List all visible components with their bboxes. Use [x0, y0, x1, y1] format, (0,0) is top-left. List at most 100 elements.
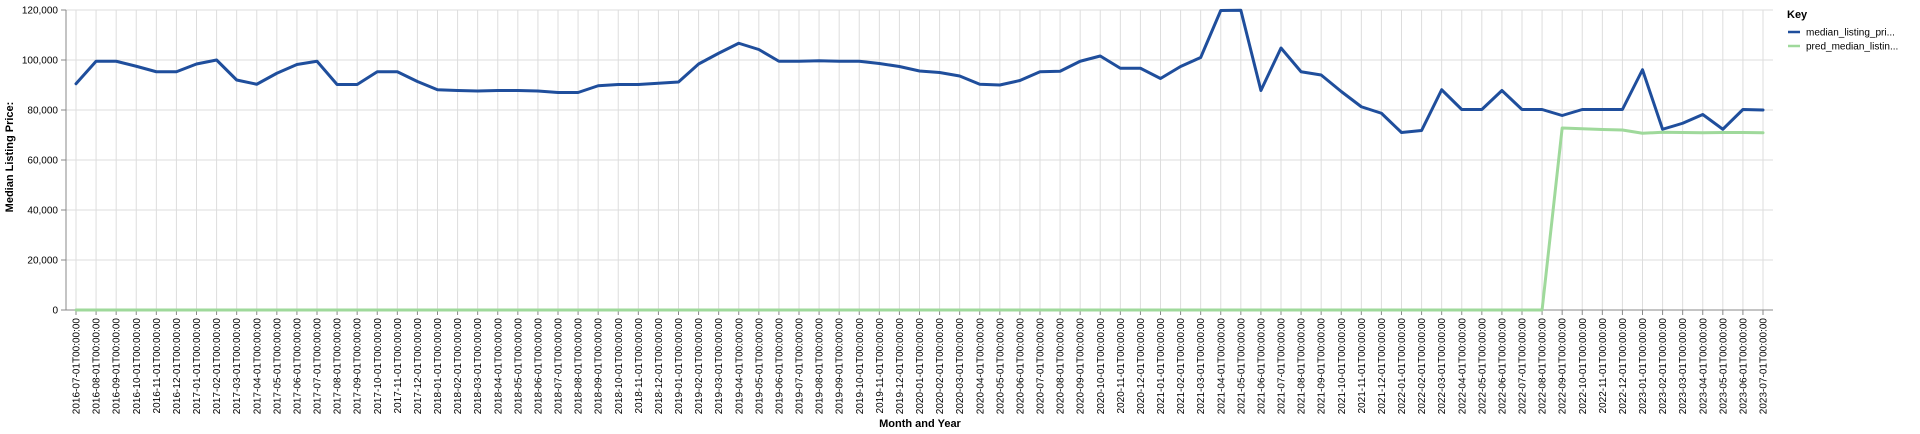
- x-tick-label: 2023-01-01T00:00:00: [1638, 318, 1649, 415]
- x-tick-label: 2018-09-01T00:00:00: [594, 318, 605, 415]
- x-tick-label: 2017-06-01T00:00:00: [292, 318, 303, 415]
- series-line-pred-median-listin: [74, 126, 1765, 312]
- x-tick-label: 2020-10-01T00:00:00: [1096, 318, 1107, 415]
- x-tick-label: 2019-06-01T00:00:00: [774, 318, 785, 415]
- x-tick-label: 2019-04-01T00:00:00: [734, 318, 745, 415]
- x-tick-label: 2017-08-01T00:00:00: [333, 318, 344, 415]
- x-tick-label: 2020-12-01T00:00:00: [1136, 318, 1147, 415]
- x-tick-label: 2019-02-01T00:00:00: [694, 318, 705, 415]
- x-tick-label: 2018-03-01T00:00:00: [473, 318, 484, 415]
- x-tick-label: 2020-08-01T00:00:00: [1056, 318, 1067, 415]
- x-tick-label: 2022-08-01T00:00:00: [1538, 318, 1549, 415]
- x-tick-label: 2019-12-01T00:00:00: [895, 318, 906, 415]
- x-tick-label: 2022-09-01T00:00:00: [1558, 318, 1569, 415]
- x-tick-label: 2016-08-01T00:00:00: [92, 318, 103, 415]
- x-tick-label: 2023-02-01T00:00:00: [1658, 318, 1669, 415]
- x-tick-label: 2016-11-01T00:00:00: [152, 318, 163, 414]
- x-tick-label: 2022-11-01T00:00:00: [1598, 318, 1609, 414]
- y-tick-label: 40,000: [27, 206, 58, 217]
- x-tick-label: 2022-03-01T00:00:00: [1437, 318, 1448, 415]
- x-tick-label: 2019-03-01T00:00:00: [714, 318, 725, 415]
- x-tick-label: 2018-07-01T00:00:00: [554, 318, 565, 415]
- x-tick-label: 2018-02-01T00:00:00: [453, 318, 464, 415]
- x-tick-label: 2021-01-01T00:00:00: [1156, 318, 1167, 415]
- x-tick-label: 2023-04-01T00:00:00: [1698, 318, 1709, 415]
- x-tick-label: 2016-09-01T00:00:00: [112, 318, 123, 415]
- x-tick-label: 2022-06-01T00:00:00: [1497, 318, 1508, 415]
- x-tick-label: 2021-03-01T00:00:00: [1196, 318, 1207, 415]
- x-tick-label: 2018-06-01T00:00:00: [533, 318, 544, 415]
- x-tick-label: 2018-12-01T00:00:00: [654, 318, 665, 415]
- x-tick-label: 2018-08-01T00:00:00: [574, 318, 585, 415]
- x-tick-label: 2017-01-01T00:00:00: [192, 318, 203, 415]
- x-tick-label: 2021-12-01T00:00:00: [1377, 318, 1388, 415]
- x-tick-label: 2017-03-01T00:00:00: [232, 318, 243, 415]
- y-tick-label: 120,000: [22, 6, 59, 17]
- y-tick-label: 20,000: [27, 256, 58, 267]
- x-tick-label: 2019-01-01T00:00:00: [674, 318, 685, 415]
- x-tick-label: 2020-04-01T00:00:00: [975, 318, 986, 415]
- x-tick-label: 2022-02-01T00:00:00: [1417, 318, 1428, 415]
- x-tick-label: 2022-12-01T00:00:00: [1618, 318, 1629, 415]
- x-tick-label: 2017-12-01T00:00:00: [413, 318, 424, 415]
- x-tick-label: 2017-09-01T00:00:00: [353, 318, 364, 415]
- x-tick-label: 2019-09-01T00:00:00: [835, 318, 846, 415]
- x-tick-label: 2017-07-01T00:00:00: [313, 318, 324, 415]
- legend-label: median_listing_pri...: [1806, 28, 1895, 39]
- x-tick-label: 2017-11-01T00:00:00: [393, 318, 404, 414]
- x-tick-label: 2018-01-01T00:00:00: [433, 318, 444, 415]
- x-tick-label: 2018-04-01T00:00:00: [493, 318, 504, 415]
- legend-label: pred_median_listin...: [1806, 42, 1898, 53]
- x-tick-label: 2021-02-01T00:00:00: [1176, 318, 1187, 415]
- x-tick-label: 2019-05-01T00:00:00: [754, 318, 765, 415]
- x-tick-label: 2020-02-01T00:00:00: [935, 318, 946, 415]
- x-tick-label: 2020-11-01T00:00:00: [1116, 318, 1127, 414]
- legend: Key median_listing_pri... pred_median_lis…: [1787, 9, 1898, 53]
- x-tick-label: 2021-11-01T00:00:00: [1357, 318, 1368, 414]
- x-tick-label: 2019-10-01T00:00:00: [855, 318, 866, 415]
- x-tick-label: 2020-07-01T00:00:00: [1036, 318, 1047, 415]
- x-tick-label: 2022-05-01T00:00:00: [1477, 318, 1488, 415]
- x-tick-label: 2017-04-01T00:00:00: [252, 318, 263, 415]
- x-tick-label: 2022-04-01T00:00:00: [1457, 318, 1468, 415]
- x-tick-label: 2016-07-01T00:00:00: [72, 318, 83, 415]
- x-tick-label: 2019-07-01T00:00:00: [795, 318, 806, 415]
- x-tick-label: 2022-10-01T00:00:00: [1578, 318, 1589, 415]
- y-axis-ticks: 0 20,000 40,000 60,000 80,000 100,000 120,000: [22, 6, 66, 317]
- y-tick-label: 60,000: [27, 156, 58, 167]
- x-tick-label: 2021-04-01T00:00:00: [1216, 318, 1227, 415]
- y-axis-title: Median Listing Price:: [4, 102, 16, 213]
- x-tick-label: 2020-06-01T00:00:00: [1015, 318, 1026, 415]
- x-tick-label: 2021-09-01T00:00:00: [1317, 318, 1328, 415]
- x-tick-label: 2018-11-01T00:00:00: [634, 318, 645, 414]
- x-tick-label: 2021-06-01T00:00:00: [1256, 318, 1267, 415]
- x-tick-label: 2018-10-01T00:00:00: [614, 318, 625, 415]
- x-tick-label: 2023-03-01T00:00:00: [1678, 318, 1689, 415]
- x-tick-label: 2017-10-01T00:00:00: [373, 318, 384, 415]
- x-tick-label: 2023-06-01T00:00:00: [1738, 318, 1749, 415]
- x-tick-label: 2020-09-01T00:00:00: [1076, 318, 1087, 415]
- y-tick-label: 80,000: [27, 106, 58, 117]
- x-tick-label: 2017-05-01T00:00:00: [272, 318, 283, 415]
- x-tick-label: 2020-01-01T00:00:00: [915, 318, 926, 415]
- y-tick-label: 100,000: [22, 56, 59, 67]
- x-tick-label: 2023-05-01T00:00:00: [1718, 318, 1729, 415]
- x-tick-label: 2020-03-01T00:00:00: [955, 318, 966, 415]
- x-tick-label: 2019-11-01T00:00:00: [875, 318, 886, 414]
- x-tick-label: 2022-01-01T00:00:00: [1397, 318, 1408, 415]
- x-tick-label: 2018-05-01T00:00:00: [513, 318, 524, 415]
- x-axis-ticks: 2016-07-01T00:00:00 2016-08-01T00:00:00 20…: [72, 310, 1770, 414]
- x-tick-label: 2023-07-01T00:00:00: [1759, 318, 1770, 415]
- series-line-median-listing-pri: [74, 8, 1765, 134]
- x-axis-title: Month and Year: [879, 418, 961, 430]
- x-tick-label: 2019-08-01T00:00:00: [815, 318, 826, 415]
- legend-title: Key: [1787, 9, 1808, 21]
- x-tick-label: 2017-02-01T00:00:00: [212, 318, 223, 415]
- x-tick-label: 2016-10-01T00:00:00: [132, 318, 143, 415]
- x-tick-label: 2021-05-01T00:00:00: [1236, 318, 1247, 415]
- series-lines: [74, 8, 1765, 312]
- x-tick-label: 2021-07-01T00:00:00: [1277, 318, 1288, 415]
- x-tick-label: 2021-08-01T00:00:00: [1297, 318, 1308, 415]
- x-tick-label: 2020-05-01T00:00:00: [995, 318, 1006, 415]
